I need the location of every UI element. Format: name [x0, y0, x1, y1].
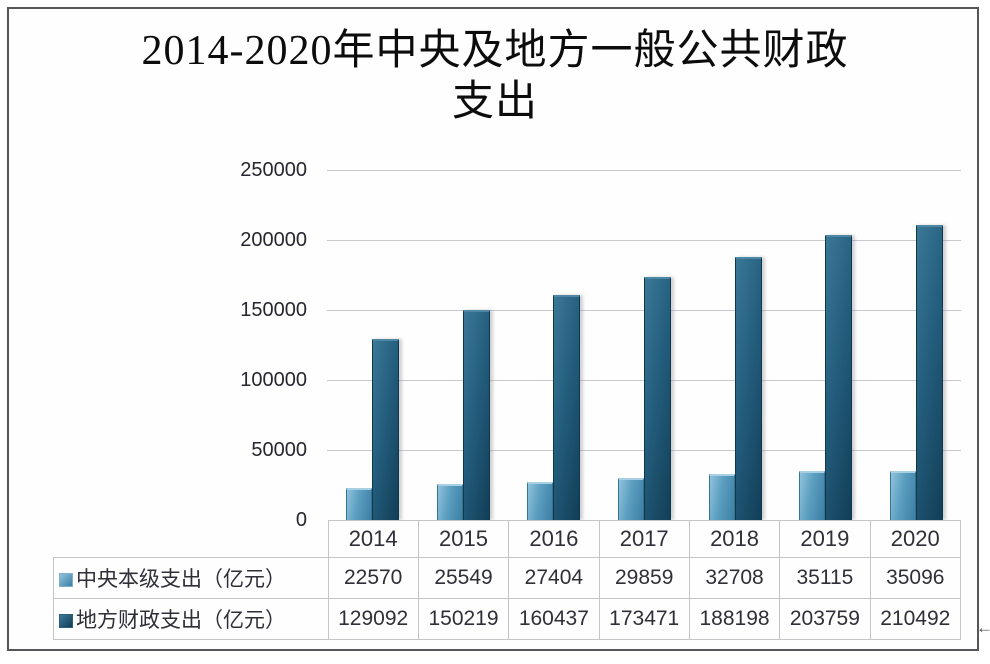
value-cell: 22570 — [327, 557, 419, 599]
series-label: 中央本级支出（亿元） — [76, 568, 286, 591]
table-corner-spacer — [54, 521, 329, 558]
year-header-cell: 2018 — [688, 520, 781, 558]
year-header-cell: 2019 — [779, 520, 871, 558]
series-label-cell: 地方财政支出（亿元） — [53, 598, 329, 640]
value-cell: 25549 — [417, 557, 510, 599]
year-header-cell: 2014 — [327, 520, 419, 558]
gridline — [327, 170, 961, 171]
gridline — [327, 240, 961, 241]
bar-series1-2018 — [708, 474, 735, 520]
bar-series2-2015 — [462, 309, 490, 520]
bar-series1-2020 — [889, 470, 916, 520]
bar-series2-2019 — [825, 234, 853, 520]
value-cell: 129092 — [327, 598, 419, 640]
bar-series1-2017 — [618, 478, 644, 520]
value-cell: 188198 — [688, 598, 781, 640]
legend-swatch-series2 — [59, 614, 73, 628]
bar-series1-2014 — [346, 488, 373, 520]
bar-series2-2014 — [372, 339, 400, 520]
value-cell: 150219 — [417, 598, 510, 640]
value-cell: 27404 — [508, 557, 600, 599]
value-cell: 173471 — [598, 598, 690, 640]
value-cell: 29859 — [598, 557, 690, 599]
bar-series2-2018 — [734, 256, 762, 520]
chart-title: 2014-2020年中央及地方一般公共财政 支出 — [0, 26, 990, 128]
series-label: 地方财政支出（亿元） — [76, 609, 286, 632]
value-cell: 35096 — [869, 557, 962, 599]
watermark-arrow: ← — [976, 618, 990, 637]
year-header-cell: 2017 — [598, 520, 690, 558]
value-cell: 35115 — [779, 557, 871, 599]
chart-title-line1: 2014-2020年中央及地方一般公共财政 — [141, 28, 849, 74]
y-axis-tick-label: 0 — [295, 509, 307, 531]
value-cell: 32708 — [688, 557, 781, 599]
y-axis-tick-label: 200000 — [240, 229, 307, 251]
year-header-cell: 2020 — [869, 520, 962, 558]
bar-series2-2017 — [644, 277, 671, 520]
bar-series2-2016 — [553, 295, 581, 520]
year-header-cell: 2016 — [508, 520, 600, 558]
legend-swatch-series1 — [59, 573, 73, 587]
bar-series1-2019 — [799, 470, 826, 520]
y-axis-tick-label: 100000 — [240, 369, 307, 391]
y-axis-tick-label: 50000 — [251, 439, 307, 461]
value-cell: 210492 — [869, 598, 962, 640]
bar-series1-2015 — [436, 484, 463, 520]
year-header-cell: 2015 — [417, 520, 510, 558]
value-cell: 203759 — [779, 598, 871, 640]
data-table: 2014 2015 2016 2017 2018 2019 2020 中央本级支出（亿元） 22… — [53, 520, 962, 640]
bar-series2-2020 — [915, 225, 943, 520]
series-label-cell: 中央本级支出（亿元） — [53, 557, 329, 599]
table-row: 中央本级支出（亿元） 22570 25549 27404 29859 32708 35115… — [53, 557, 962, 599]
y-axis-tick-label: 250000 — [240, 159, 307, 181]
value-cell: 160437 — [508, 598, 600, 640]
bar-series1-2016 — [527, 481, 554, 520]
y-axis-tick-label: 150000 — [240, 299, 307, 321]
plot-area — [327, 170, 961, 520]
chart-title-line2: 支出 — [451, 79, 538, 125]
table-row: 地方财政支出（亿元） 129092 150219 160437 173471 188198… — [53, 598, 962, 640]
